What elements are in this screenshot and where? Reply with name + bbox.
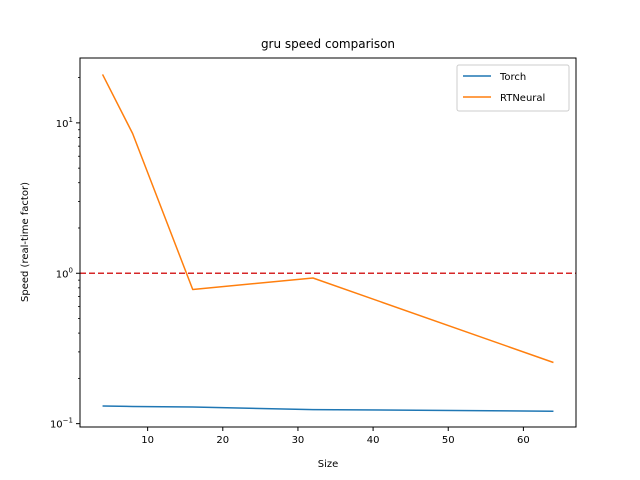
legend: Torch RTNeural [456,64,570,112]
x-tick-label-4: 50 [442,435,455,446]
x-tick-label-5: 60 [517,435,530,446]
series-line-rtneural [101,74,554,364]
plot-frame [79,57,577,428]
chart-title: gru speed comparison [261,37,395,51]
legend-label-torch: Torch [499,72,526,83]
y-tick-label-0: 10−1 [50,417,73,431]
x-tick-label-1: 20 [216,435,229,446]
y-axis-label: Speed (real-time factor) [20,182,31,302]
x-tick-label-2: 30 [292,435,305,446]
legend-label-rtneural: RTNeural [500,93,545,104]
x-tick-label-0: 10 [141,435,154,446]
y-tick-label-2: 101 [56,116,73,130]
plot-area [80,74,576,412]
x-axis: 10 20 30 40 50 60 [141,427,530,446]
series-line-torch [102,405,554,412]
y-axis: 10−1 100 101 [50,77,80,431]
y-tick-label-1: 100 [56,266,73,280]
x-axis-label: Size [318,459,339,470]
x-tick-label-3: 40 [367,435,380,446]
